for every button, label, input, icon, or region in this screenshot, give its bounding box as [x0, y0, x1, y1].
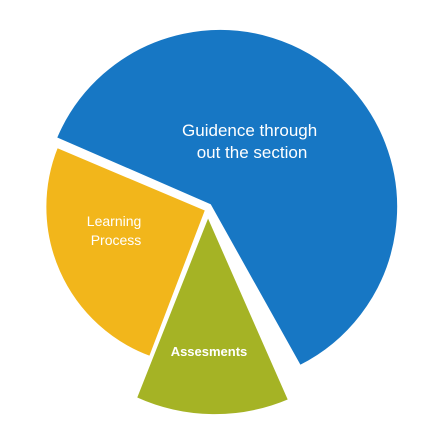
pie-slice-assessments: [135, 215, 290, 417]
slice-label-guidance-line-2: out the section: [197, 143, 308, 162]
slice-label-guidance-line-1: Guidence through: [182, 121, 317, 140]
slice-label-assessments-line-1: Assesments: [171, 344, 248, 359]
pie-slice-learning-process: [44, 146, 207, 358]
slice-label-learning-line-2: Process: [91, 232, 142, 248]
slice-label-learning-line-1: Learning: [87, 213, 142, 229]
pie-slice-guidance: [55, 27, 400, 367]
slice-label-guidance: Guidence through out the section: [182, 121, 322, 162]
slice-label-learning: Learning Process: [87, 213, 145, 248]
slice-label-assessments: Assesments: [171, 344, 248, 359]
